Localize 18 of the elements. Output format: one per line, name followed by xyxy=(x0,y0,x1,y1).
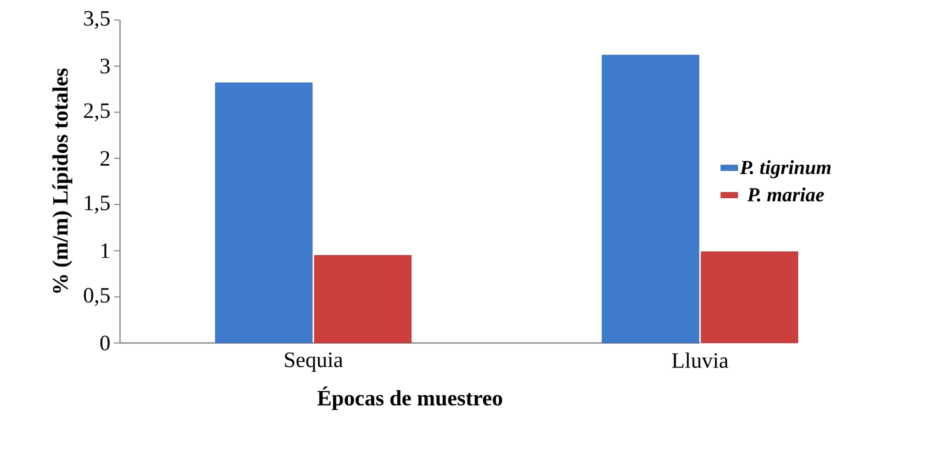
bar xyxy=(700,251,798,344)
x-axis-title: Épocas de muestreo xyxy=(317,386,502,410)
legend-label: P. mariae xyxy=(747,187,824,202)
y-tick-label: 2 xyxy=(100,151,110,166)
legend-label: P. tigrinum xyxy=(740,160,831,178)
y-tick-label: 1 xyxy=(101,243,110,258)
bar xyxy=(314,255,412,344)
bar xyxy=(602,54,700,344)
y-tick-label: 3 xyxy=(100,58,110,74)
y-tick-label: 3,5 xyxy=(84,11,110,29)
bar xyxy=(215,82,313,344)
y-tick-label: 2,5 xyxy=(84,103,110,122)
x-tick-label: Sequia xyxy=(284,352,343,372)
y-tick-label: 0,5 xyxy=(84,288,110,306)
y-tick-label: 1,5 xyxy=(85,196,110,214)
x-tick-label: Lluvia xyxy=(672,352,728,368)
y-tick-label: 0 xyxy=(100,336,110,350)
y-axis-title: % (m/m) Lípidos totales xyxy=(52,68,72,293)
